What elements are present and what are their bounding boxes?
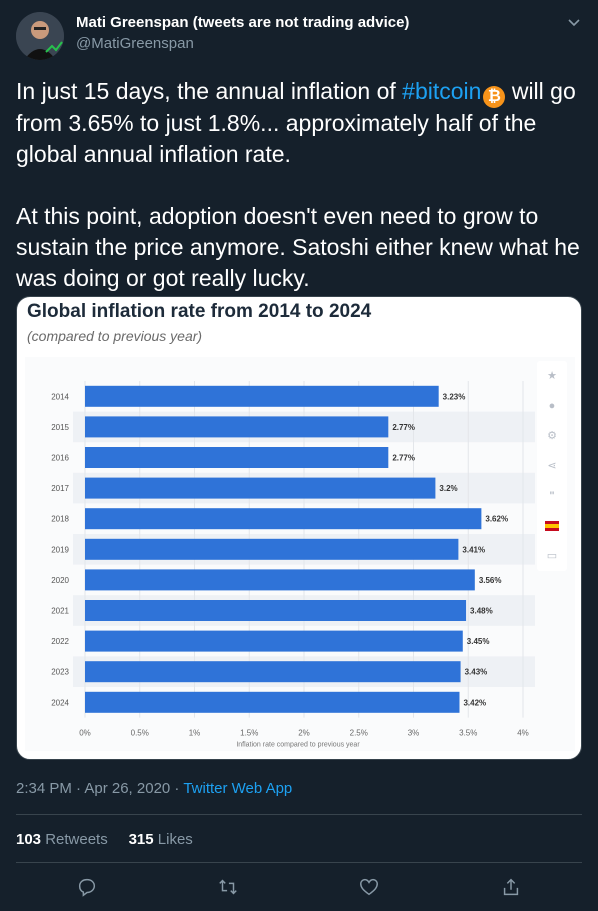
bar — [85, 477, 436, 499]
retweets-label: Retweets — [41, 831, 108, 848]
gear-icon: ⚙ — [547, 430, 557, 442]
x-tick-label: 0.5% — [131, 729, 149, 738]
bar — [85, 691, 460, 713]
y-tick-label: 2021 — [51, 607, 69, 616]
x-tick-label: 3% — [408, 729, 420, 738]
data-label: 3.62% — [485, 515, 508, 524]
tweet-actions — [0, 870, 598, 904]
y-tick-label: 2018 — [51, 515, 69, 524]
print-icon: ▭ — [546, 550, 558, 562]
bar — [85, 630, 463, 652]
y-tick-label: 2022 — [51, 637, 69, 646]
x-tick-label: 2.5% — [350, 729, 368, 738]
y-tick-label: 2015 — [51, 423, 69, 432]
x-tick-label: 1.5% — [240, 729, 258, 738]
retweets-stat[interactable]: 103 Retweets — [16, 831, 108, 848]
x-tick-label: 4% — [517, 729, 529, 738]
x-tick-label: 3.5% — [459, 729, 477, 738]
y-tick-label: 2020 — [51, 576, 69, 585]
bitcoin-icon: ₿ — [483, 86, 506, 108]
bar — [85, 569, 475, 591]
data-label: 3.41% — [462, 545, 485, 554]
bar — [85, 508, 482, 530]
chart-panel: 2014 3.23% 2015 2.77% 2016 2.77% 2017 3.2% 2018 3… — [25, 357, 575, 751]
reply-icon[interactable] — [76, 876, 98, 898]
tweet-text-after: will go from 3.65% to just 1.8%... appro… — [16, 78, 580, 291]
source-app-link[interactable]: Twitter Web App — [183, 780, 293, 797]
data-label: 3.43% — [465, 668, 488, 677]
data-label: 3.56% — [479, 576, 502, 585]
bar — [85, 447, 389, 468]
data-label: 2.77% — [392, 454, 415, 463]
retweets-count: 103 — [16, 831, 42, 848]
likes-count: 315 — [128, 831, 154, 848]
chart-image-card[interactable]: Global inflation rate from 2014 to 2024 … — [16, 296, 582, 760]
tweet-timestamp[interactable]: 2:34 PM · Apr 26, 2020 · — [16, 780, 184, 797]
data-label: 3.23% — [443, 392, 466, 401]
bar — [85, 385, 439, 407]
chart-toolbar: ★ ● ⚙ ⋖ " ▭ — [537, 361, 567, 571]
likes-stat[interactable]: 315 Likes — [129, 831, 193, 848]
tweet-text: In just 15 days, the annual inflation of… — [16, 76, 582, 294]
user-display-name[interactable]: Mati Greenspan (tweets are not trading a… — [76, 14, 410, 31]
x-axis-label: Inflation rate compared to previous year — [236, 742, 360, 749]
quote-icon: " — [549, 490, 555, 502]
y-tick-label: 2016 — [51, 454, 69, 463]
x-tick-label: 0% — [79, 729, 91, 738]
data-label: 3.45% — [467, 637, 490, 646]
bar — [85, 600, 467, 621]
avatar[interactable] — [16, 12, 64, 60]
likes-label: Likes — [153, 831, 193, 848]
x-tick-label: 2% — [298, 729, 310, 738]
chevron-down-icon[interactable] — [566, 14, 582, 30]
y-tick-label: 2019 — [51, 545, 69, 554]
bar — [85, 416, 389, 438]
chart-subtitle: (compared to previous year) — [27, 328, 203, 344]
data-label: 3.48% — [470, 607, 493, 616]
heart-icon[interactable] — [358, 876, 380, 898]
y-tick-label: 2024 — [51, 698, 69, 707]
bar — [85, 538, 459, 560]
tweet-meta: 2:34 PM · Apr 26, 2020 · Twitter Web App — [16, 780, 292, 797]
retweet-icon[interactable] — [217, 876, 239, 898]
y-tick-label: 2023 — [51, 668, 69, 677]
star-icon: ★ — [547, 370, 557, 382]
divider — [16, 862, 582, 863]
divider — [16, 814, 582, 815]
data-label: 2.77% — [392, 423, 415, 432]
share-icon: ⋖ — [547, 460, 557, 472]
share-icon[interactable] — [500, 876, 522, 898]
user-handle[interactable]: @MatiGreenspan — [76, 35, 194, 52]
flag-icon — [543, 517, 561, 535]
avatar-image — [16, 12, 64, 60]
bar-chart: 2014 3.23% 2015 2.77% 2016 2.77% 2017 3.2% 2018 3… — [51, 381, 535, 749]
x-tick-label: 1% — [189, 729, 201, 738]
y-tick-label: 2017 — [51, 484, 69, 493]
bell-icon: ● — [548, 400, 556, 412]
hashtag-link[interactable]: #bitcoin — [402, 78, 482, 104]
tweet-text-before: In just 15 days, the annual inflation of — [16, 78, 403, 104]
bar — [85, 661, 461, 683]
chart-title: Global inflation rate from 2014 to 2024 — [27, 301, 372, 322]
tweet-stats: 103 Retweets 315 Likes — [16, 831, 193, 848]
y-tick-label: 2014 — [51, 392, 69, 401]
data-label: 3.42% — [463, 698, 486, 707]
data-label: 3.2% — [439, 484, 457, 493]
